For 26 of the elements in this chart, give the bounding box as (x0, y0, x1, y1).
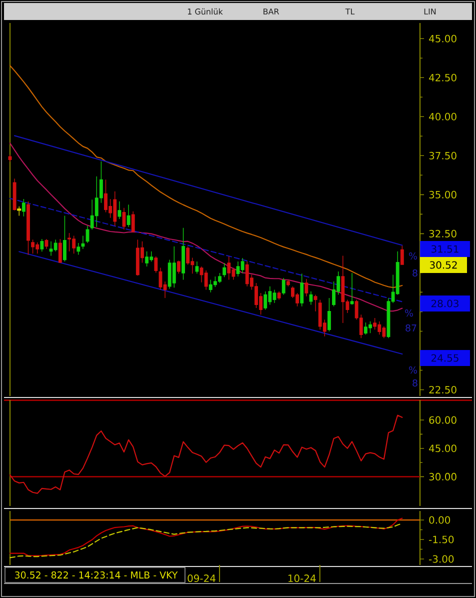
text: 30.52 - 822 - 14:23:14 - MLB - VKY (14, 571, 178, 579)
x-tick-label: 10-24 (288, 574, 316, 582)
text: 24.55 (431, 354, 458, 362)
text: % (405, 309, 413, 317)
text: 8 (412, 379, 418, 387)
y-tick-label: 35.00 (429, 190, 456, 198)
text: % (409, 252, 417, 260)
y-tick-label: 37.50 (429, 152, 456, 160)
text: 30.52 (430, 261, 457, 269)
text: 31.51 (432, 245, 458, 253)
x-tick-label: 09-24 (188, 574, 216, 582)
text: % (409, 366, 417, 374)
text: 28.03 (431, 300, 458, 308)
y-tick-label: 40.00 (429, 112, 456, 120)
y-tick-label: 60.00 (429, 416, 456, 424)
y-tick-label: -1.50 (429, 536, 454, 544)
y-tick-label: -3.00 (429, 555, 454, 563)
y-tick-label: 42.50 (429, 74, 456, 82)
text: 8 (412, 269, 418, 277)
text: 87 (406, 324, 416, 332)
y-tick-label: 32.50 (429, 230, 456, 238)
y-tick-label: 45.00 (429, 444, 456, 452)
y-tick-label: 45.00 (429, 34, 456, 42)
y-tick-label: 30.00 (429, 472, 456, 480)
y-tick-label: 0.00 (429, 516, 450, 524)
y-tick-label: 22.50 (429, 386, 456, 394)
